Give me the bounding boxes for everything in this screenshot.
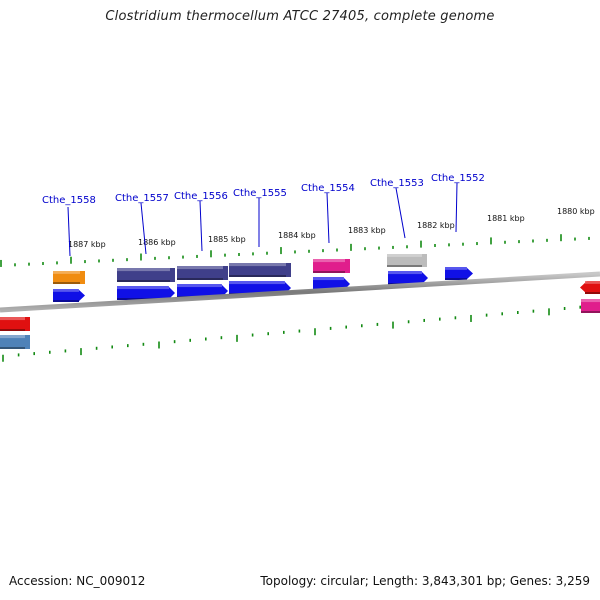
gene-box-red-highlight [585,281,600,284]
cds-arrow-body [117,286,175,300]
gene-box-orange-highlight [53,271,80,274]
gene-box-purple [117,268,175,282]
gene-box-orange [53,271,85,284]
gene-box-purple-body [177,266,228,280]
gene-label-leader [199,200,203,252]
gene-label: Cthe_1553 [370,178,424,189]
gene-box-pink-highlight [313,259,345,263]
map-title: Clostridium thermocellum ATCC 27405, com… [105,9,495,24]
cds-arrow-shadow [445,278,467,280]
gene-label: Cthe_1557 [115,193,169,204]
cds-arrow-highlight [177,284,222,288]
backbone-line [0,271,600,313]
label-layer: 1887 kbp 1886 kbp 1885 kbp 1884 kbp 1883 kbp… [42,173,595,257]
cds-arrow-body [445,267,473,280]
gene-label-leader [326,192,330,244]
gene-box-purple [229,263,291,277]
gene-box-gray-body [387,254,427,267]
gene-box-red [580,281,600,294]
kbp-label: 1887 kbp [68,240,106,249]
gene-box-steelblue-body [0,335,30,349]
gene-box-gray [387,254,427,267]
feature-layer [0,254,600,349]
kbp-label: 1884 kbp [278,231,316,240]
gene-box-red-highlight [0,317,25,321]
gene-label-leader [395,187,406,239]
gene-box-red-body [580,281,600,294]
cds-arrow-shadow [53,300,79,302]
gene-box-pink-body [313,259,350,273]
gene-box-purple-body [117,268,175,282]
gene-box-purple-shadow [177,278,223,280]
genome-summary: Topology: circular; Length: 3,843,301 bp… [260,574,590,588]
gene-box-purple-highlight [117,268,170,272]
cds-arrow-highlight [229,281,285,285]
gene-box-orange-shadow [53,282,80,284]
cds-arrow-highlight [117,286,169,290]
cds-arrow [53,289,85,302]
gene-box-gray-shadow [387,265,422,267]
gene-box-red-shadow [0,329,25,331]
gene-label: Cthe_1552 [431,173,485,184]
kbp-label: 1883 kbp [348,226,386,235]
cds-arrow-body [388,271,428,285]
gene-box-purple-body [229,263,291,277]
gene-box-red-body [0,317,30,331]
gene-box-purple-shadow [117,280,170,282]
kbp-label: 1885 kbp [208,235,246,244]
kbp-label: 1882 kbp [417,221,455,230]
tick-marks [0,234,597,362]
cds-arrow-body [177,284,228,298]
gene-label: Cthe_1556 [174,191,228,202]
gene-box-pink-body [581,299,600,313]
gene-box-steelblue [0,335,30,349]
gene-box-pink [581,299,600,313]
cds-arrow-highlight [445,267,467,270]
gene-label-leader [140,202,147,255]
gene-box-orange-body [53,271,85,284]
cds-arrow-highlight [313,277,344,281]
cds-arrow-highlight [53,289,79,292]
gene-label: Cthe_1554 [301,183,355,194]
genome-backbone [0,271,600,313]
gene-box-purple-shadow [229,275,286,277]
cds-arrow-highlight [388,271,422,275]
gene-label-leader [455,182,458,233]
gene-box-purple-highlight [229,263,286,267]
gene-box-red [0,317,30,331]
gene-label: Cthe_1558 [42,195,96,206]
kbp-label: 1881 kbp [487,214,525,223]
gene-box-steelblue-shadow [0,347,25,349]
gene-box-red-shadow [585,292,600,294]
gene-label: Cthe_1555 [233,188,287,199]
gene-box-steelblue-highlight [0,335,25,339]
gene-box-purple-highlight [177,266,223,270]
gene-box-pink [313,259,350,273]
gene-label-leader [67,206,71,257]
accession-text: Accession: NC_009012 [9,574,146,588]
kbp-label: 1886 kbp [138,238,176,247]
gene-box-pink-shadow [313,271,345,273]
gene-box-pink-highlight [581,299,600,303]
gene-box-gray-highlight [387,254,422,257]
kbp-label: 1880 kbp [557,207,595,216]
cds-arrow-body [53,289,85,302]
cds-arrow [445,267,473,280]
gene-box-purple [177,266,228,280]
gene-box-pink-shadow [581,311,600,313]
